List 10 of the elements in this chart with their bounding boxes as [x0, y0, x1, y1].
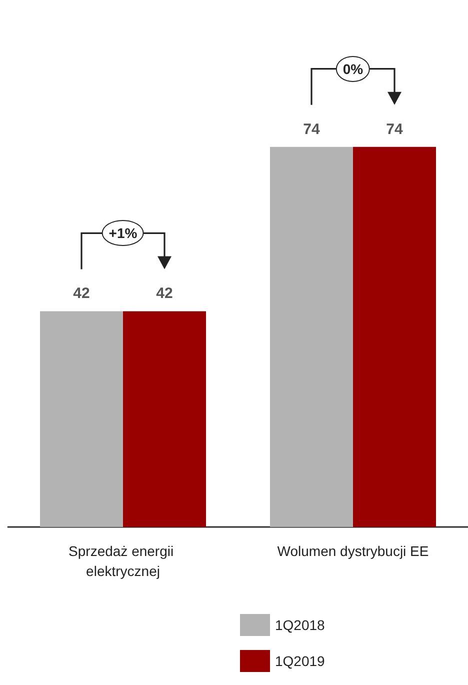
legend-label: 1Q2018	[275, 617, 326, 633]
x-tick-label: Sprzedaż energii elektrycznej	[68, 543, 178, 579]
text: 0%	[336, 56, 370, 82]
data-label: 74	[386, 120, 404, 138]
data-label: 42	[156, 285, 173, 302]
legend-label: 1Q2019	[275, 653, 326, 669]
annotation: +1%	[102, 220, 144, 246]
data-label: 74	[303, 120, 320, 138]
x-tick-label: Wolumen dystrybucji EE	[277, 543, 429, 559]
data-label: 42	[73, 285, 90, 302]
